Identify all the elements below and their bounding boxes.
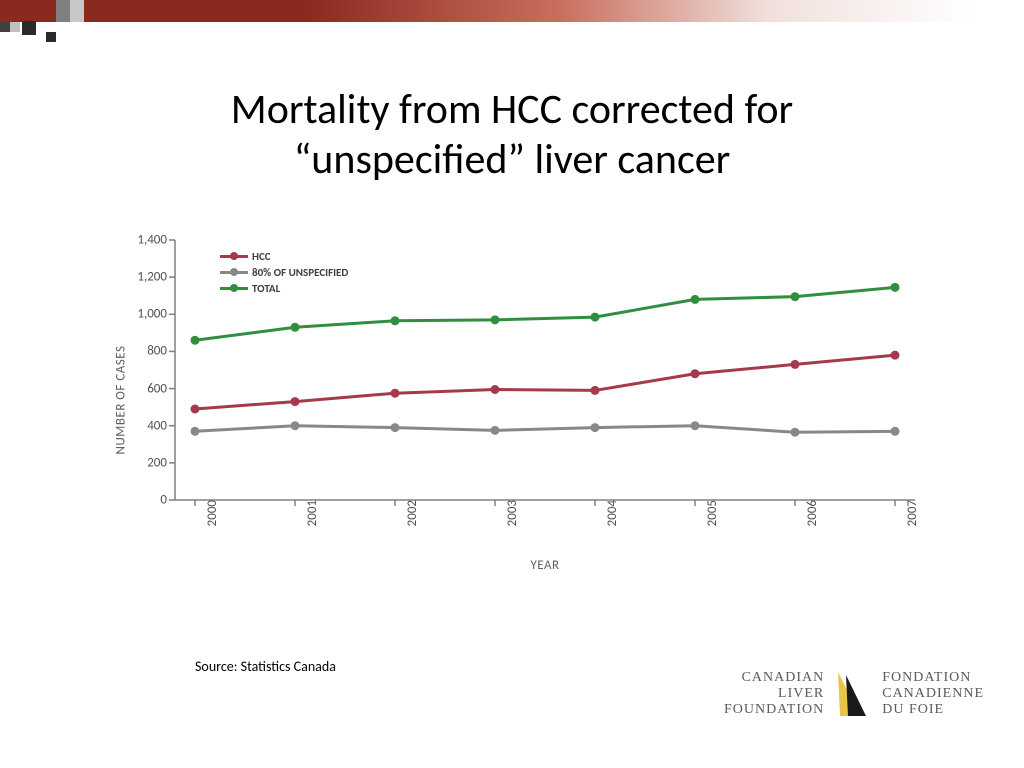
- header-square: [10, 22, 20, 32]
- series-marker: [191, 427, 200, 436]
- y-tick-label: 1,200: [137, 270, 175, 285]
- header-gradient: [0, 0, 1024, 22]
- y-tick-label: 0: [160, 493, 175, 508]
- x-tick-label: 2001: [295, 500, 320, 526]
- logo-right-line-3: DU FOIE: [882, 702, 984, 718]
- series-marker: [691, 421, 700, 430]
- x-tick-label: 2002: [395, 500, 420, 526]
- series-line: [195, 426, 895, 433]
- header-pixel-squares: [0, 0, 80, 45]
- series-marker: [591, 386, 600, 395]
- header-square: [22, 21, 36, 35]
- chart-legend: HCC 80% OF UNSPECIFIED TOTAL: [220, 248, 348, 296]
- legend-swatch-line: [220, 287, 248, 290]
- title-line-1: Mortality from HCC corrected for: [231, 84, 793, 135]
- series-marker: [491, 426, 500, 435]
- series-marker: [791, 292, 800, 301]
- plot-region: 02004006008001,0001,2001,400200020012002…: [175, 240, 915, 500]
- series-marker: [891, 351, 900, 360]
- logo-left-line-2: LIVER: [724, 686, 824, 702]
- legend-label: 80% OF UNSPECIFIED: [252, 266, 348, 279]
- series-marker: [591, 313, 600, 322]
- series-marker: [491, 385, 500, 394]
- header-square: [70, 0, 84, 22]
- legend-swatch-marker: [230, 284, 238, 292]
- logo-left-line-3: FOUNDATION: [724, 702, 824, 718]
- series-line: [195, 355, 895, 409]
- foundation-logo-icon: [838, 672, 868, 716]
- header-square: [0, 22, 10, 32]
- legend-label: HCC: [252, 250, 271, 263]
- series-marker: [891, 427, 900, 436]
- logo-right-line-2: CANADIENNE: [882, 686, 984, 702]
- x-tick-label: 2007: [895, 500, 920, 526]
- series-marker: [691, 369, 700, 378]
- header-banner: [0, 0, 1024, 32]
- series-marker: [591, 423, 600, 432]
- mortality-line-chart: NUMBER OF CASES 02004006008001,0001,2001…: [135, 240, 915, 560]
- y-tick-label: 400: [147, 418, 175, 433]
- series-marker: [491, 315, 500, 324]
- title-line-2: “unspecified” liver cancer: [294, 134, 731, 185]
- y-tick-label: 600: [147, 381, 175, 396]
- y-tick-label: 800: [147, 344, 175, 359]
- series-marker: [291, 323, 300, 332]
- legend-swatch-line: [220, 271, 248, 274]
- series-marker: [391, 423, 400, 432]
- legend-item: TOTAL: [220, 280, 348, 296]
- logo-right-line-1: FONDATION: [882, 670, 984, 686]
- header-square: [46, 32, 56, 42]
- series-marker: [391, 389, 400, 398]
- legend-swatch-marker: [230, 268, 238, 276]
- series-marker: [691, 295, 700, 304]
- logo-text-left: CANADIAN LIVER FOUNDATION: [724, 670, 824, 718]
- logo-left-line-1: CANADIAN: [724, 670, 824, 686]
- series-marker: [291, 421, 300, 430]
- page-title: Mortality from HCC corrected for “unspec…: [0, 85, 1024, 184]
- legend-item: 80% OF UNSPECIFIED: [220, 264, 348, 280]
- series-marker: [791, 428, 800, 437]
- source-citation: Source: Statistics Canada: [195, 658, 336, 675]
- series-marker: [191, 336, 200, 345]
- legend-item: HCC: [220, 248, 348, 264]
- x-tick-label: 2003: [495, 500, 520, 526]
- series-marker: [791, 360, 800, 369]
- series-marker: [291, 397, 300, 406]
- x-tick-label: 2005: [695, 500, 720, 526]
- logo-text-right: FONDATION CANADIENNE DU FOIE: [882, 670, 984, 718]
- series-marker: [891, 283, 900, 292]
- x-tick-label: 2004: [595, 500, 620, 526]
- series-marker: [391, 316, 400, 325]
- header-square: [56, 0, 70, 22]
- y-tick-label: 1,400: [137, 233, 175, 248]
- legend-swatch-line: [220, 255, 248, 258]
- y-axis-label: NUMBER OF CASES: [114, 346, 129, 455]
- footer-logo: CANADIAN LIVER FOUNDATION FONDATION CANA…: [724, 670, 984, 718]
- legend-label: TOTAL: [252, 282, 280, 295]
- y-tick-label: 200: [147, 455, 175, 470]
- y-tick-label: 1,000: [137, 307, 175, 322]
- header-square: [36, 22, 46, 32]
- x-tick-label: 2000: [195, 500, 220, 526]
- x-tick-label: 2006: [795, 500, 820, 526]
- x-axis-label: YEAR: [530, 558, 559, 573]
- series-marker: [191, 405, 200, 414]
- legend-swatch-marker: [230, 252, 238, 260]
